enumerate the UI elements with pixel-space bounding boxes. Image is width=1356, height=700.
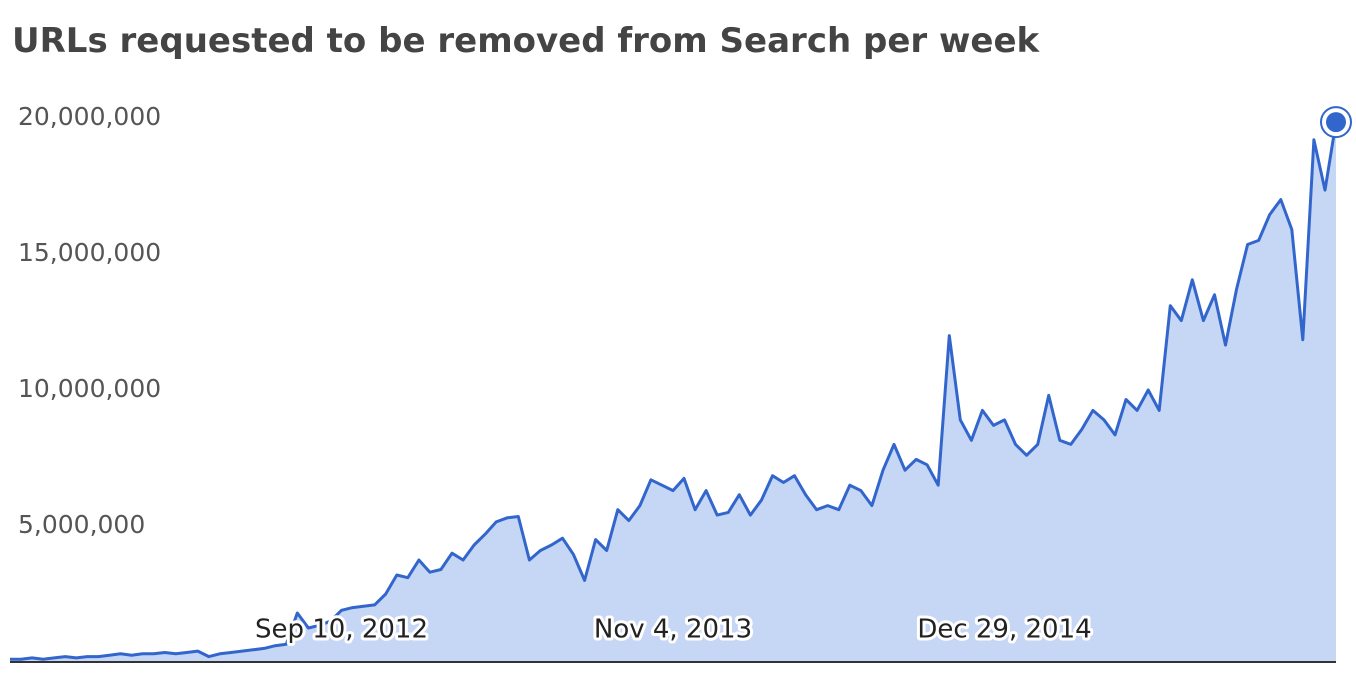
x-tick-label: Sep 10, 2012 xyxy=(255,615,428,645)
chart-title: URLs requested to be removed from Search… xyxy=(12,21,1041,61)
y-tick-label: 15,000,000 xyxy=(18,238,161,267)
y-tick-label: 5,000,000 xyxy=(18,510,145,539)
y-tick-label: 20,000,000 xyxy=(18,102,161,131)
x-tick-label: Nov 4, 2013 xyxy=(594,615,752,645)
x-tick-label: Dec 29, 2014 xyxy=(917,615,1091,645)
line xyxy=(10,121,1338,661)
y-tick-label: 10,000,000 xyxy=(18,374,161,403)
last-point xyxy=(1326,112,1346,133)
area-fill xyxy=(10,122,1336,663)
